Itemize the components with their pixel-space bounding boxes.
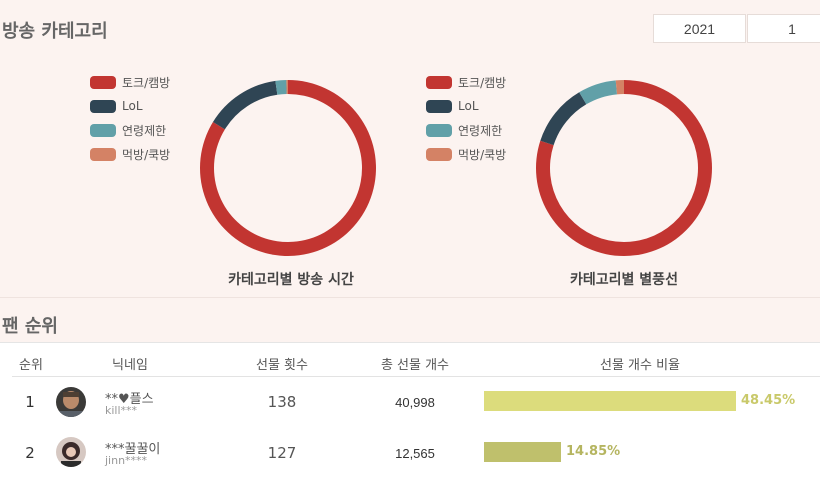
legend-item[interactable]: 먹방/쿡방 — [426, 142, 506, 166]
header-nickname[interactable]: 닉네임 — [112, 358, 148, 373]
legend-label: 먹방/쿡방 — [122, 147, 171, 162]
user-id: kill*** — [105, 404, 138, 417]
donut-slice-연령제한[interactable] — [275, 80, 287, 95]
fan-ranking-table: 순위 닉네임 선물 횟수 총 선물 개수 선물 개수 비율 1 **♥플스 ki… — [0, 342, 820, 478]
gift-ratio-bar — [484, 442, 561, 462]
chart-legend-left: 토크/캠방 LoL 연령제한 먹방/쿡방 — [90, 70, 170, 166]
legend-label: 연령제한 — [122, 123, 167, 138]
legend-item[interactable]: 연령제한 — [426, 118, 506, 142]
month-select[interactable]: 1 — [747, 14, 820, 43]
broadcast-time-donut-chart — [200, 80, 376, 256]
legend-item[interactable]: 토크/캠방 — [426, 70, 506, 94]
donut-slice-LoL[interactable] — [540, 92, 587, 146]
header-gift-ratio[interactable]: 선물 개수 비율 — [599, 358, 681, 373]
chart-legend-right: 토크/캠방 LoL 연령제한 먹방/쿡방 — [426, 70, 506, 166]
star-balloon-donut-chart — [536, 80, 712, 256]
legend-swatch — [426, 75, 452, 89]
star-balloon-chart-title: 카테고리별 별풍선 — [570, 272, 678, 288]
legend-label: 토크/캠방 — [458, 75, 507, 90]
legend-swatch — [426, 123, 452, 137]
legend-swatch — [90, 99, 116, 113]
legend-swatch — [90, 123, 116, 137]
year-select[interactable]: 2021 — [653, 14, 746, 43]
legend-label: 연령제한 — [458, 123, 503, 138]
header-gift-count[interactable]: 선물 횟수 — [256, 358, 308, 373]
avatar[interactable] — [56, 387, 86, 417]
total-gifts-cell: 40,998 — [395, 395, 435, 410]
legend-item[interactable]: 먹방/쿡방 — [90, 142, 170, 166]
legend-swatch — [90, 147, 116, 161]
legend-label: 먹방/쿡방 — [458, 147, 507, 162]
header-total-gifts[interactable]: 총 선물 개수 — [380, 358, 450, 373]
gift-count-cell: 127 — [267, 444, 297, 462]
gift-ratio-label: 48.45% — [741, 393, 796, 408]
gift-count-cell: 138 — [267, 393, 297, 411]
legend-item[interactable]: 토크/캠방 — [90, 70, 170, 94]
fan-ranking-title: 팬 순위 — [2, 316, 58, 337]
donut-slice-연령제한[interactable] — [579, 80, 618, 105]
table-row: 1 **♥플스 kill*** 138 40,998 48.45% — [0, 380, 820, 424]
legend-label: LoL — [122, 99, 143, 113]
donut-slice-먹방/쿡방[interactable] — [615, 80, 624, 95]
legend-item[interactable]: 연령제한 — [90, 118, 170, 142]
legend-label: 토크/캠방 — [122, 75, 171, 90]
gift-ratio-bar — [484, 391, 736, 411]
donut-slice-먹방/쿡방[interactable] — [286, 80, 288, 95]
legend-item[interactable]: LoL — [90, 94, 170, 118]
legend-swatch — [426, 147, 452, 161]
broadcast-time-chart-title: 카테고리별 방송 시간 — [228, 272, 354, 288]
rank-cell: 2 — [25, 444, 35, 462]
broadcast-category-title: 방송 카테고리 — [2, 21, 108, 42]
gift-ratio-label: 14.85% — [566, 444, 621, 459]
legend-item[interactable]: LoL — [426, 94, 506, 118]
user-id: jinn**** — [105, 454, 148, 467]
section-divider — [0, 297, 820, 298]
header-divider — [12, 376, 820, 377]
rank-cell: 1 — [25, 393, 35, 411]
legend-label: LoL — [458, 99, 479, 113]
avatar[interactable] — [56, 437, 86, 467]
header-rank[interactable]: 순위 — [19, 358, 43, 373]
total-gifts-cell: 12,565 — [395, 446, 435, 461]
nickname[interactable]: ***꿀꿀이 — [105, 442, 161, 457]
legend-swatch — [90, 75, 116, 89]
legend-swatch — [426, 99, 452, 113]
donut-slice-LoL[interactable] — [212, 80, 278, 130]
nickname[interactable]: **♥플스 — [105, 392, 154, 407]
table-row: 2 ***꿀꿀이 jinn**** 127 12,565 14.85% — [0, 430, 820, 474]
